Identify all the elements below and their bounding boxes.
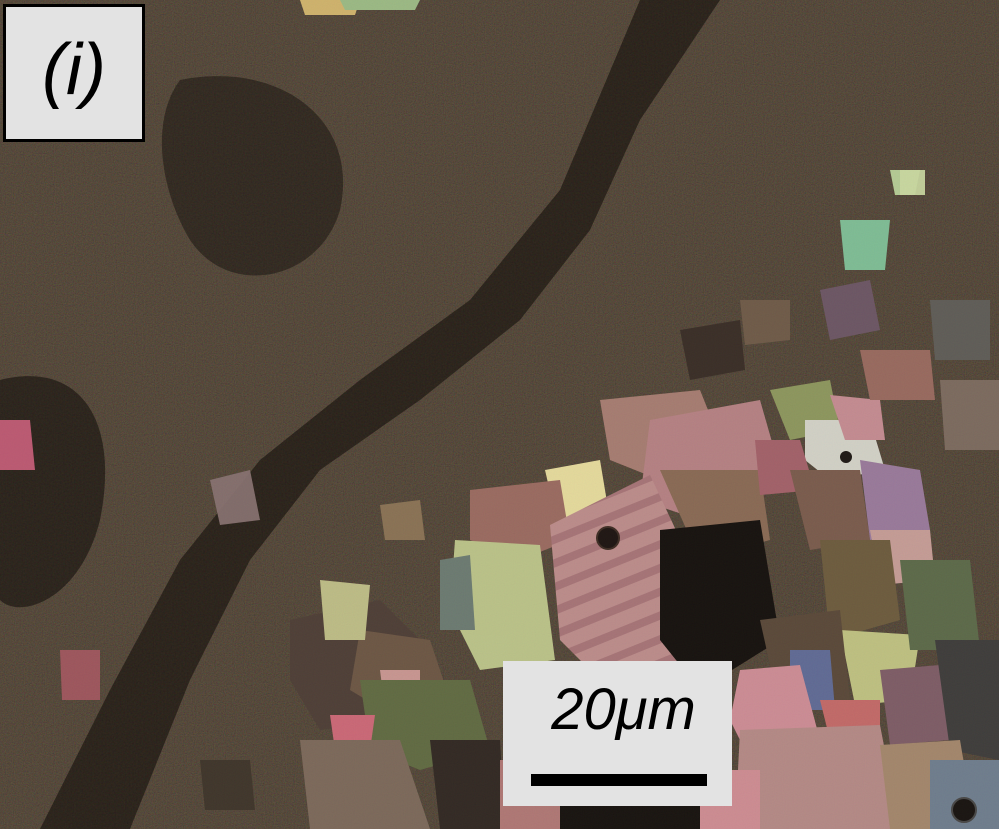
scale-bar: 20μm xyxy=(503,661,732,806)
scale-bar-line xyxy=(531,774,707,786)
scale-bar-label: 20μm xyxy=(551,677,696,742)
panel-label: (i) xyxy=(3,4,145,142)
